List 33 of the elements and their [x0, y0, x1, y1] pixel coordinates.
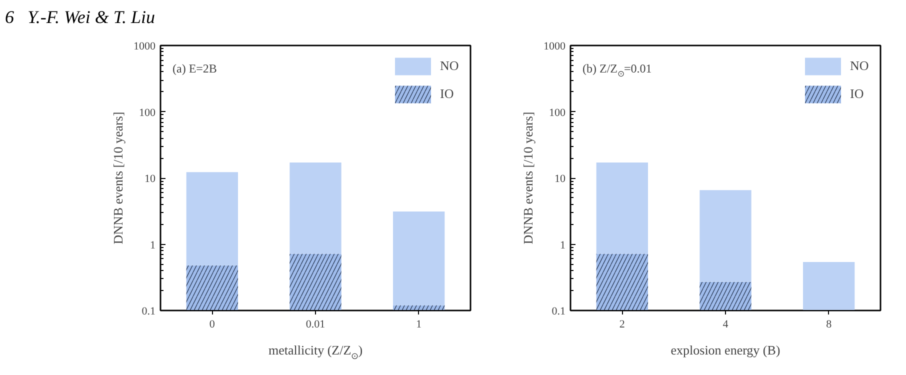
- x-tick-label: 8: [826, 318, 832, 330]
- y-tick-label: 100: [549, 106, 566, 119]
- bar: [393, 212, 445, 306]
- bar: [596, 162, 648, 254]
- x-tick-label: 0: [209, 318, 216, 330]
- y-axis-title: DNNB events [/10 years]: [520, 112, 536, 244]
- y-tick-label: 1000: [544, 40, 566, 52]
- text: 6 Y.-F. Wei & T. Liu: [5, 6, 156, 29]
- y-tick-label: 1: [560, 239, 566, 252]
- x-tick-label: 2: [619, 318, 625, 330]
- x-tick-label: 1: [416, 318, 422, 330]
- legend-label: IO: [850, 86, 865, 102]
- y-tick-label: 0.1: [142, 306, 156, 318]
- y-axis-title: DNNB events [/10 years]: [110, 112, 126, 244]
- y-tick-label: 100: [139, 106, 156, 119]
- legend-label: NO: [440, 58, 460, 74]
- bar: [290, 162, 342, 254]
- bar: [186, 172, 238, 266]
- annotation: (a) E=2B: [172, 62, 217, 76]
- y-tick-label: 10: [144, 173, 156, 185]
- y-tick-label: 1: [150, 239, 156, 252]
- bar: [700, 190, 752, 282]
- y-tick-label: 0.1: [552, 306, 566, 318]
- legend-label: NO: [850, 58, 870, 74]
- x-tick-label: 0.01: [306, 318, 326, 330]
- x-tick-label: 4: [722, 318, 729, 330]
- y-tick-label: 10: [554, 173, 566, 185]
- y-tick-label: 1000: [134, 40, 156, 52]
- legend-label: IO: [440, 86, 455, 102]
- x-axis-title: explosion energy (B): [670, 342, 780, 358]
- x-axis-title: metallicity (Z/Z⊙): [268, 342, 363, 361]
- bar: [803, 262, 855, 310]
- annotation: (b) Z/Z⊙=0.01: [582, 62, 652, 78]
